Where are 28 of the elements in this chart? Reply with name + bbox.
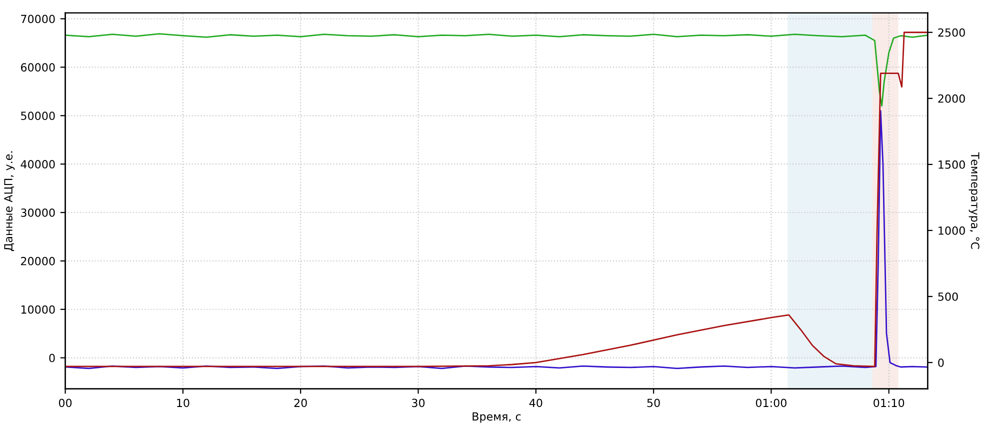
- y-tick-label: 60000: [20, 63, 55, 72]
- line-series: [65, 33, 928, 107]
- x-tick-label: 01:00: [756, 398, 786, 408]
- x-tick-label: 10: [177, 398, 190, 408]
- x-tick-label: 50: [647, 398, 660, 408]
- y2-tick-label: 1000: [938, 226, 965, 235]
- x-axis-title: Время, с: [472, 412, 521, 423]
- line-series: [65, 110, 928, 370]
- x-tick-label: 00: [58, 398, 72, 408]
- y2-axis-title: Температура, °С: [968, 152, 980, 249]
- x-tick-label: 40: [529, 398, 542, 408]
- y2-tick-label: 2500: [938, 28, 965, 37]
- y-tick-label: 0: [49, 354, 55, 362]
- y-tick-label: 10000: [21, 305, 55, 314]
- y-tick-label: 20000: [21, 256, 55, 266]
- y2-tick-label: 0: [938, 358, 944, 367]
- y-tick-label: 70000: [21, 14, 55, 24]
- y-tick-label: 40000: [20, 160, 55, 168]
- x-tick-label: 20: [294, 398, 307, 408]
- y-tick-label: 50000: [21, 112, 55, 120]
- y-tick-label: 30000: [21, 208, 55, 217]
- y2-tick-label: 2000: [938, 94, 965, 103]
- y2-tick-label: 1500: [938, 160, 965, 169]
- x-tick-label: 30: [412, 398, 425, 408]
- line-series: [65, 32, 928, 368]
- y2-tick-label: 500: [938, 292, 958, 301]
- y-axis-title: Данные АЦП, у.е.: [4, 151, 15, 251]
- x-tick-label: 01:10: [874, 398, 904, 408]
